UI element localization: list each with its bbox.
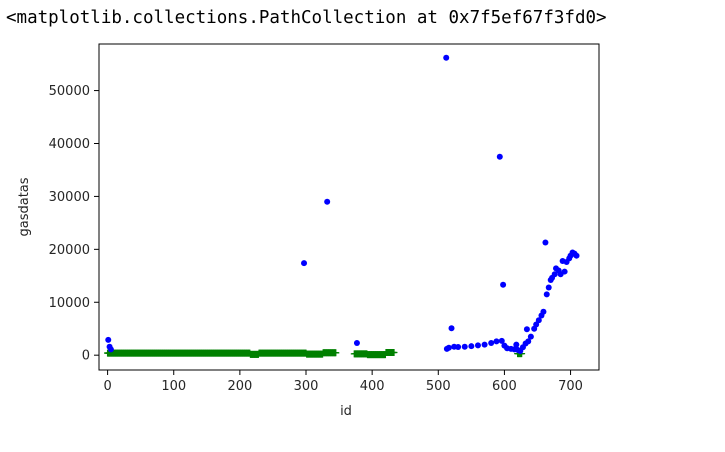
cell-output-repr: <matplotlib.collections.PathCollection a… <box>6 8 607 28</box>
data-point-circle <box>474 342 481 349</box>
data-point-circle <box>105 336 112 343</box>
x-tick-label: 300 <box>294 379 319 394</box>
x-tick-label: 0 <box>103 379 111 394</box>
data-point-circle <box>448 325 455 332</box>
x-tick-label: 700 <box>558 379 583 394</box>
x-tick-label: 100 <box>161 379 186 394</box>
data-point-circle <box>551 271 558 278</box>
data-points <box>104 54 580 359</box>
data-point-circle <box>107 346 114 353</box>
x-axis-label: id <box>340 404 352 419</box>
y-tick-label: 50000 <box>49 84 90 99</box>
data-point-circle <box>523 326 530 333</box>
data-point-circle <box>500 281 507 288</box>
data-point-circle <box>513 341 520 348</box>
data-point-plus <box>332 349 340 357</box>
y-axis-ticks: 0 10000 20000 30000 40000 50000 <box>49 84 99 364</box>
x-tick-label: 200 <box>227 379 252 394</box>
data-point-circle <box>527 333 534 340</box>
data-point-circle <box>498 337 505 344</box>
y-tick-label: 0 <box>82 349 90 364</box>
data-point-circle <box>561 268 568 275</box>
data-point-circle <box>525 338 532 345</box>
data-point-circle <box>542 239 549 246</box>
data-point-plus <box>390 349 398 357</box>
data-point-circle <box>353 340 360 347</box>
x-tick-label: 500 <box>426 379 451 394</box>
data-point-circle <box>468 343 475 350</box>
data-point-circle <box>324 198 331 205</box>
x-tick-label: 400 <box>360 379 385 394</box>
plot-area <box>98 43 600 371</box>
y-tick-label: 20000 <box>49 243 90 258</box>
data-point-circle <box>496 153 503 160</box>
data-point-circle <box>488 340 495 347</box>
data-point-circle <box>543 291 550 298</box>
data-point-circle <box>301 260 308 267</box>
x-axis-ticks: 0 100 200 300 400 500 600 700 <box>103 370 583 394</box>
data-point-circle <box>535 317 542 324</box>
data-point-circle <box>461 343 468 350</box>
data-point-circle <box>445 344 452 351</box>
data-point-circle <box>573 252 580 259</box>
y-tick-label: 30000 <box>49 190 90 205</box>
x-tick-label: 600 <box>492 379 517 394</box>
data-point-circle <box>455 343 462 350</box>
y-axis-label: gasdatas <box>17 177 32 236</box>
data-point-circle <box>540 308 547 315</box>
y-tick-label: 40000 <box>49 137 90 152</box>
data-point-circle <box>481 341 488 348</box>
y-tick-label: 10000 <box>49 296 90 311</box>
data-point-circle <box>545 284 552 291</box>
data-point-circle <box>443 54 450 61</box>
data-point-circle <box>493 338 500 345</box>
